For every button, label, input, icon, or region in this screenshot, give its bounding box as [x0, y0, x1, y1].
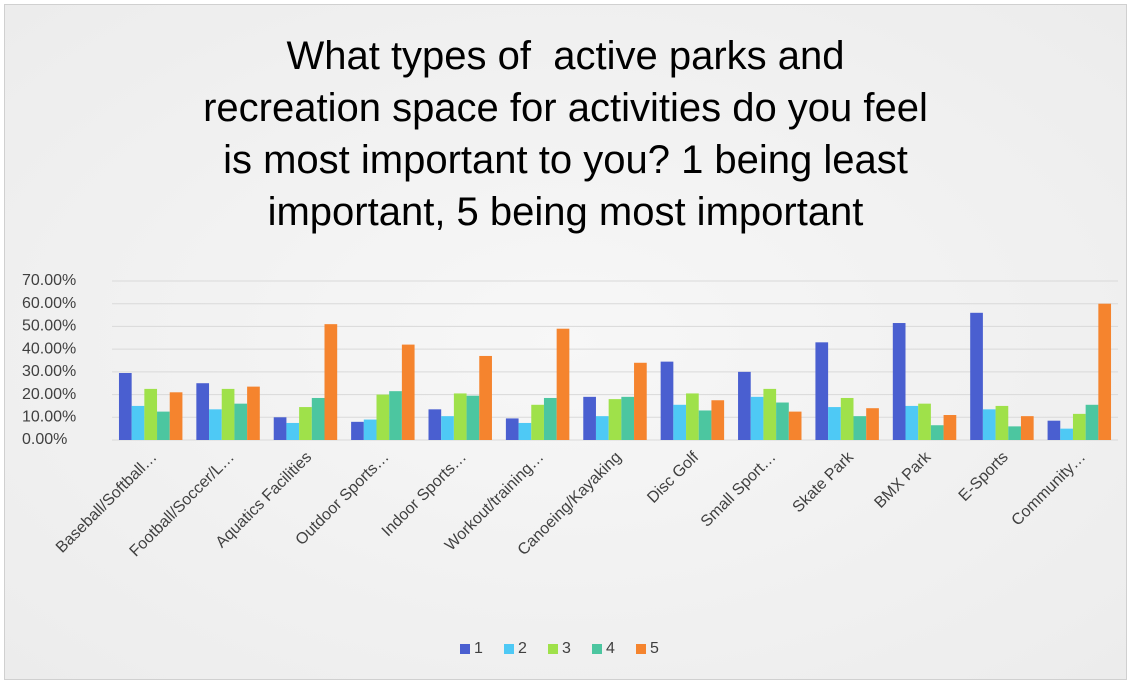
legend-swatch [636, 644, 646, 654]
bar [1020, 416, 1034, 440]
bar [621, 396, 635, 440]
bar [209, 409, 222, 440]
bar [828, 407, 841, 440]
bar [595, 416, 609, 440]
legend-label: 5 [650, 640, 659, 657]
bar [634, 362, 647, 440]
bar [324, 324, 338, 440]
bar [660, 361, 674, 440]
x-tick-label: BMX Park [871, 448, 935, 512]
bar [453, 393, 467, 440]
bar [169, 392, 183, 440]
y-tick-label: 0.00% [22, 431, 67, 448]
bar [311, 397, 325, 440]
legend-swatch [592, 644, 602, 654]
legend-label: 4 [606, 640, 615, 657]
legend-swatch [460, 644, 470, 654]
bar [351, 421, 364, 440]
bar [118, 372, 132, 440]
bar [673, 404, 687, 440]
y-tick-label: 40.00% [22, 340, 76, 357]
bar [711, 400, 725, 440]
bar [466, 395, 480, 440]
bar [299, 407, 312, 440]
bar [686, 393, 699, 440]
bar [608, 399, 622, 440]
legend-swatch [504, 644, 514, 654]
bar [1008, 426, 1021, 440]
x-tick-label: E-Sports [956, 449, 1012, 505]
bar [776, 402, 789, 440]
bar [144, 388, 158, 440]
bar [853, 416, 867, 440]
y-tick-label: 70.00% [22, 272, 76, 289]
x-tick-label: Skate Park [790, 448, 858, 516]
legend-label: 2 [518, 640, 527, 657]
legend-label: 1 [474, 640, 483, 657]
chart-title: What types of active parks and recreatio… [203, 34, 928, 234]
x-tick-label: Indoor Sports… [379, 449, 470, 540]
bar [363, 419, 377, 440]
y-tick-label: 50.00% [22, 318, 76, 335]
bar [1085, 404, 1099, 440]
bar [943, 415, 957, 440]
bar [982, 409, 996, 440]
y-tick-label: 20.00% [22, 386, 76, 403]
bar [905, 405, 919, 440]
bar [1047, 420, 1061, 440]
bar [157, 411, 170, 440]
bar [892, 323, 906, 440]
bar [131, 405, 145, 440]
bar [788, 411, 802, 440]
bar [518, 422, 532, 440]
bar [234, 403, 248, 440]
y-tick-label: 10.00% [22, 409, 76, 426]
bar [428, 409, 442, 440]
y-tick-label: 60.00% [22, 295, 76, 312]
bar [531, 404, 544, 440]
bar [479, 355, 492, 440]
legend-swatch [548, 644, 558, 654]
bar [840, 397, 854, 440]
bar [286, 422, 300, 440]
bar [698, 410, 712, 440]
bar [1072, 413, 1086, 440]
bar [556, 328, 570, 440]
bar [995, 405, 1009, 440]
bar [543, 397, 557, 440]
bar [738, 371, 751, 440]
bar [273, 417, 287, 440]
bar [1060, 428, 1073, 440]
bar [763, 388, 777, 440]
bar [441, 416, 454, 440]
bar [196, 383, 210, 440]
legend-label: 3 [562, 640, 571, 657]
bar [505, 418, 519, 440]
bar [401, 344, 415, 440]
x-tick-label: Small Sport… [698, 449, 780, 531]
bar [389, 391, 402, 440]
x-tick-label: Community… [1009, 449, 1090, 530]
bar [750, 396, 764, 440]
bar [970, 312, 983, 440]
bar [583, 396, 596, 440]
x-tick-label: Disc Golf [644, 448, 702, 506]
bar [930, 425, 944, 440]
bar [221, 388, 235, 440]
bar [247, 386, 260, 440]
bar [918, 403, 931, 440]
bar [866, 408, 879, 440]
y-tick-label: 30.00% [22, 363, 76, 380]
bar [376, 394, 390, 440]
bar [815, 342, 829, 440]
bar [1098, 303, 1112, 440]
